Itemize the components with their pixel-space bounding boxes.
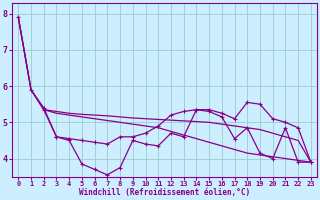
X-axis label: Windchill (Refroidissement éolien,°C): Windchill (Refroidissement éolien,°C) bbox=[79, 188, 250, 197]
